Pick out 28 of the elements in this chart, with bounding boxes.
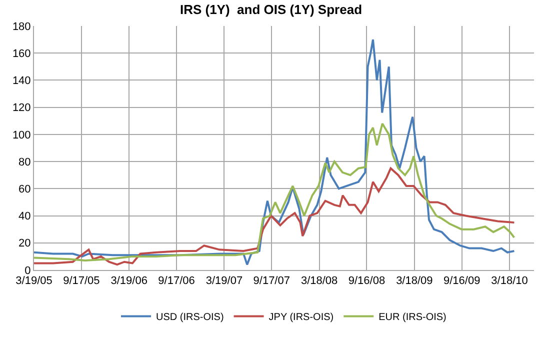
line-series <box>34 38 516 266</box>
y-tick-label: 80 <box>18 156 31 168</box>
y-tick-label: 0 <box>24 264 31 277</box>
y-tick-label: 140 <box>12 75 31 88</box>
x-tick-label: 3/18/08 <box>300 275 338 288</box>
y-tick-label: 20 <box>18 238 31 250</box>
x-tick-label: 3/19/07 <box>206 275 243 288</box>
x-tick-label: 3/19/06 <box>110 275 148 288</box>
x-tick-label: 9/17/06 <box>158 275 195 288</box>
y-tick-label: 160 <box>12 48 31 60</box>
y-tick-label: 180 <box>12 20 31 33</box>
x-tick-label: 3/19/05 <box>16 275 52 288</box>
chart-title: IRS (1Y) and OIS (1Y) Spread <box>180 2 362 18</box>
x-tick-label: 9/16/08 <box>348 275 386 288</box>
y-tick-label: 60 <box>18 184 31 196</box>
x-tick-label: 9/17/05 <box>63 275 100 288</box>
x-tick-label: 3/18/10 <box>491 275 528 288</box>
legend-label: USD (IRS-OIS) <box>156 312 224 324</box>
y-tick-label: 100 <box>12 129 31 142</box>
y-tick-label: 120 <box>12 102 31 114</box>
x-tick-label: 9/16/09 <box>443 275 480 288</box>
legend-label: JPY (IRS-OIS) <box>268 312 334 324</box>
line-series <box>34 122 516 262</box>
line-series <box>34 167 516 266</box>
x-tick-label: 9/17/07 <box>253 275 290 288</box>
y-tick-label: 40 <box>18 210 31 223</box>
x-tick-label: 3/18/09 <box>396 275 433 288</box>
legend-label: EUR (IRS-OIS) <box>378 312 446 324</box>
